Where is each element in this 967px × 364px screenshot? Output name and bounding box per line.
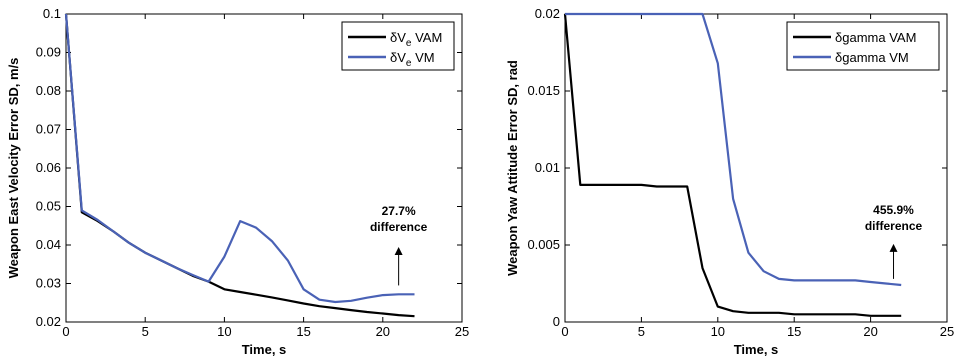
chart1-legend-entry-0: δgamma VAM: [835, 30, 916, 45]
chart1-legend-suffix: VM: [886, 50, 909, 65]
chart1-xtick-label: 15: [787, 324, 801, 339]
chart0-ytick-label: 0.1: [43, 6, 61, 21]
chart0-series-line-1: [64, 13, 415, 304]
chart0-legend-box: [341, 21, 455, 71]
chart1-annotation-text: 455.9%: [873, 203, 914, 217]
chart0-xtick-label: 0: [62, 324, 69, 339]
chart1-annotation-text: difference: [865, 219, 923, 233]
chart1-ytick-label: 0.005: [527, 237, 560, 252]
chart0-xtick-label: 25: [455, 324, 469, 339]
yaw-attitude-error-chart: 0 5 10 15 20 25 0 0.005 0.01 0.015 0.02 Time, s Weap…: [505, 6, 954, 357]
chart1-xaxis-label: Time, s: [734, 342, 779, 357]
chart0-xtick-label: 15: [296, 324, 310, 339]
chart0-annotation-text: difference: [370, 220, 428, 234]
chart0-annotation-text: 27.7%: [382, 204, 416, 218]
chart1-legend-box: [786, 21, 940, 71]
chart0-legend-subscript: e: [406, 58, 412, 69]
chart0-legend-subscript: e: [406, 38, 412, 49]
chart0-legend-entry-0: δVe VAM: [390, 30, 442, 49]
chart0-legend-entry-1: δVe VM: [390, 50, 435, 69]
chart1-ytick-label: 0.015: [527, 83, 560, 98]
chart1-series-line-1: [565, 12, 902, 287]
chart0-ytick-label: 0.02: [36, 314, 61, 329]
chart0-xtick-label: 20: [376, 324, 390, 339]
chart0-xtick-label: 10: [217, 324, 231, 339]
chart1-xtick-label: 5: [638, 324, 645, 339]
chart0-ytick-label: 0.04: [36, 237, 61, 252]
chart0-legend-suffix: VAM: [411, 30, 442, 45]
chart0-legend-suffix: VM: [411, 50, 434, 65]
chart1-legend-suffix: VAM: [886, 30, 917, 45]
chart1-legend-entry-1: δgamma VM: [835, 50, 909, 65]
chart0-ytick-label: 0.09: [36, 45, 61, 60]
chart1-xtick-label: 20: [863, 324, 877, 339]
chart0-xtick-label: 5: [142, 324, 149, 339]
chart1-yaxis-label: Weapon Yaw Attitude Error SD, rad: [505, 60, 520, 276]
chart1-xtick-label: 10: [711, 324, 725, 339]
chart0-legend-text: δV: [390, 30, 406, 45]
chart0-ytick-label: 0.05: [36, 199, 61, 214]
chart0-ytick-label: 0.06: [36, 160, 61, 175]
chart0-ytick-label: 0.08: [36, 83, 61, 98]
chart0-xaxis-label: Time, s: [242, 342, 287, 357]
chart1-legend-text: δgamma: [835, 50, 886, 65]
chart0-yaxis-label: Weapon East Velocity Error SD, m/s: [6, 58, 21, 279]
chart1-xtick-label: 0: [561, 324, 568, 339]
chart1-legend-text: δgamma: [835, 30, 886, 45]
velocity-error-chart: 0 5 10 15 20 25 0.02 0.03 0.04 0.05 0.06 0.07 0.08 0.…: [6, 6, 469, 357]
chart0-ytick-label: 0.03: [36, 276, 61, 291]
chart1-ytick-label: 0: [553, 314, 560, 329]
chart1-series-line-0: [563, 13, 902, 317]
chart1-ytick-label: 0.01: [535, 160, 560, 175]
chart0-legend-text: δV: [390, 50, 406, 65]
chart1-xtick-label: 25: [940, 324, 954, 339]
chart1-ytick-label: 0.02: [535, 6, 560, 21]
chart0-ytick-label: 0.07: [36, 122, 61, 137]
